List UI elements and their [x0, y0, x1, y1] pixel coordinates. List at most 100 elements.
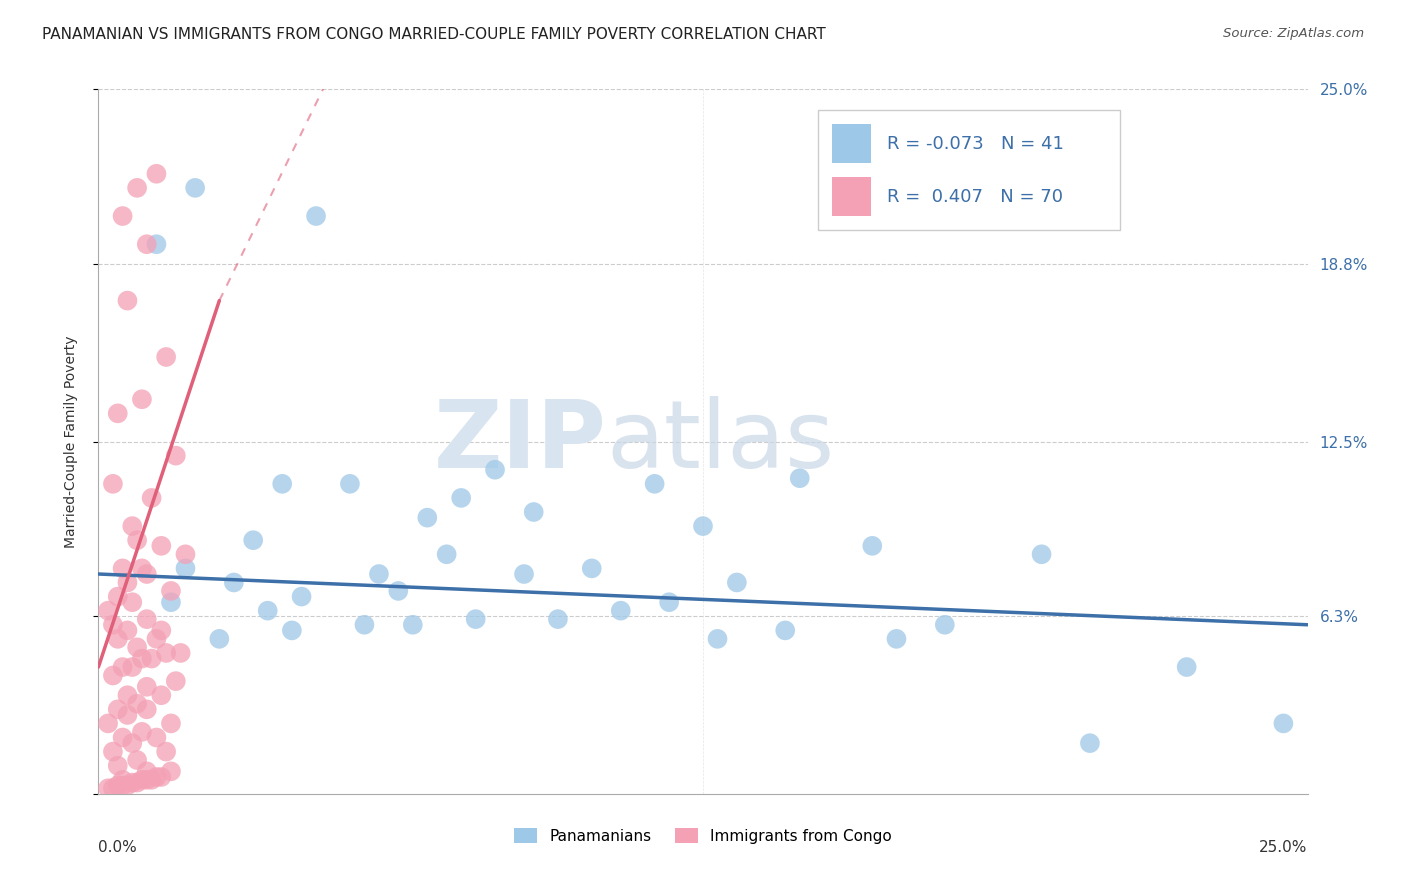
Point — [174, 547, 197, 561]
Point — [131, 651, 153, 665]
Y-axis label: Married-Couple Family Poverty: Married-Couple Family Poverty — [63, 335, 77, 548]
Point — [117, 293, 139, 308]
Text: 25.0%: 25.0% — [1260, 839, 1308, 855]
Point — [165, 449, 187, 463]
Point — [155, 745, 177, 759]
Point — [387, 583, 409, 598]
Text: 0.0%: 0.0% — [98, 839, 138, 855]
Point — [773, 624, 796, 638]
Point — [610, 604, 633, 618]
Point — [107, 758, 129, 772]
Point — [111, 731, 134, 745]
Point — [135, 772, 157, 787]
Point — [141, 651, 163, 665]
Point — [121, 775, 143, 789]
Point — [145, 632, 167, 646]
Point — [121, 595, 143, 609]
Point — [107, 590, 129, 604]
Point — [117, 624, 139, 638]
Point — [464, 612, 486, 626]
Point — [117, 688, 139, 702]
Point — [658, 595, 681, 609]
Point — [117, 575, 139, 590]
Point — [107, 779, 129, 793]
Point — [523, 505, 546, 519]
Point — [169, 646, 191, 660]
Point — [1031, 547, 1053, 561]
Point — [131, 724, 153, 739]
Point — [127, 640, 149, 655]
Point — [581, 561, 603, 575]
Point — [353, 617, 375, 632]
Point — [121, 519, 143, 533]
Point — [121, 736, 143, 750]
Point — [111, 779, 134, 793]
Point — [160, 583, 183, 598]
Point — [281, 624, 304, 638]
Point — [725, 575, 748, 590]
Point — [184, 181, 207, 195]
Point — [256, 604, 278, 618]
Point — [416, 510, 439, 524]
Point — [155, 350, 177, 364]
Point — [135, 612, 157, 626]
Point — [101, 781, 124, 796]
Point — [547, 612, 569, 626]
Point — [150, 770, 173, 784]
Text: R =  0.407   N = 70: R = 0.407 N = 70 — [887, 188, 1063, 206]
Point — [450, 491, 472, 505]
Point — [160, 595, 183, 609]
Point — [111, 660, 134, 674]
Point — [111, 772, 134, 787]
Point — [135, 237, 157, 252]
Point — [135, 702, 157, 716]
Text: atlas: atlas — [606, 395, 835, 488]
Bar — [832, 178, 872, 216]
Point — [117, 779, 139, 793]
Bar — [832, 124, 872, 163]
Point — [135, 764, 157, 779]
Point — [160, 716, 183, 731]
Point — [860, 539, 883, 553]
Point — [107, 632, 129, 646]
Point — [145, 731, 167, 745]
Point — [97, 781, 120, 796]
Point — [160, 764, 183, 779]
Point — [165, 674, 187, 689]
Point — [101, 668, 124, 682]
Point — [886, 632, 908, 646]
Text: Source: ZipAtlas.com: Source: ZipAtlas.com — [1223, 27, 1364, 40]
Point — [127, 775, 149, 789]
Text: ZIP: ZIP — [433, 395, 606, 488]
Point — [242, 533, 264, 548]
Point — [131, 561, 153, 575]
Point — [145, 770, 167, 784]
Point — [135, 567, 157, 582]
Point — [107, 702, 129, 716]
Point — [513, 567, 536, 582]
Point — [644, 476, 666, 491]
Point — [339, 476, 361, 491]
Point — [155, 646, 177, 660]
Point — [1078, 736, 1101, 750]
Legend: Panamanians, Immigrants from Congo: Panamanians, Immigrants from Congo — [509, 822, 897, 850]
Point — [131, 772, 153, 787]
Point — [111, 209, 134, 223]
Point — [127, 181, 149, 195]
Text: R = -0.073   N = 41: R = -0.073 N = 41 — [887, 136, 1064, 153]
Point — [121, 660, 143, 674]
Point — [305, 209, 328, 223]
Point — [150, 624, 173, 638]
Point — [101, 745, 124, 759]
Point — [141, 491, 163, 505]
Point — [706, 632, 728, 646]
Point — [789, 471, 811, 485]
Point — [127, 753, 149, 767]
Point — [222, 575, 245, 590]
Point — [101, 476, 124, 491]
Point — [290, 590, 312, 604]
Point — [111, 561, 134, 575]
Point — [150, 539, 173, 553]
Point — [127, 697, 149, 711]
Point — [1175, 660, 1198, 674]
